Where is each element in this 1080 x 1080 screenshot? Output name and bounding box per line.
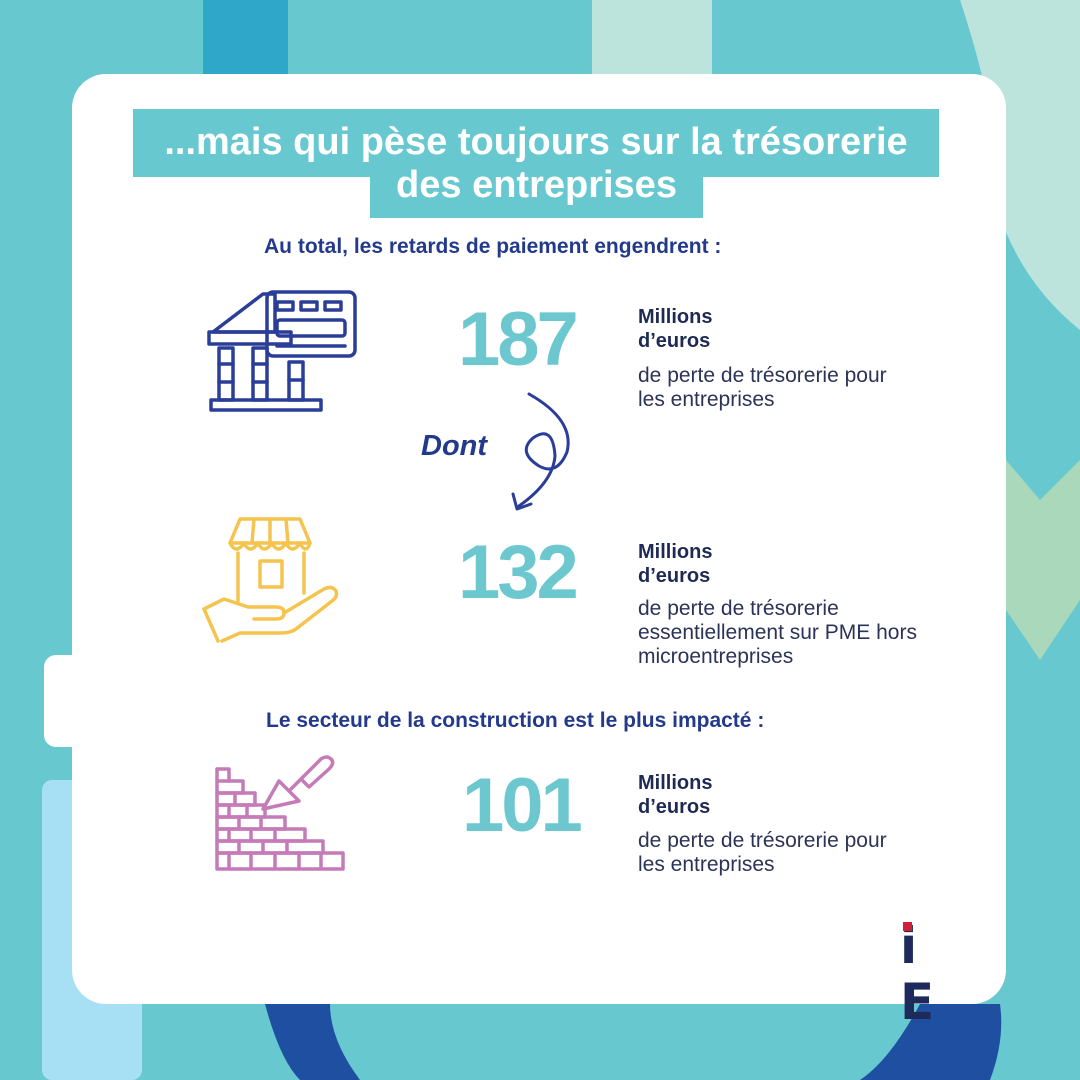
stat-desc-1-line2: les entreprises: [638, 388, 775, 411]
stat-desc-3-line1: de perte de trésorerie pour: [638, 829, 887, 852]
curved-arrow-icon: [511, 392, 570, 511]
stat-unit-2-line1: Millions: [638, 541, 713, 563]
stat-unit-3-line2: d’euros: [638, 796, 711, 818]
ie-logo: iE: [900, 917, 950, 1030]
logo-letter-i: i: [900, 917, 918, 975]
stat-desc-2-line2: essentiellement sur PME hors: [638, 621, 917, 644]
stat-value-2: 132: [458, 530, 579, 615]
stat-desc-3-line2: les entreprises: [638, 853, 775, 876]
subtitle-sector: Le secteur de la construction est le plu…: [266, 709, 765, 732]
logo-dot: [903, 922, 912, 931]
shop-in-hand-icon: [202, 517, 339, 643]
stat-unit-1-line2: d’euros: [638, 330, 711, 352]
stat-unit-3-line1: Millions: [638, 772, 713, 794]
stat-desc-1-line1: de perte de trésorerie pour: [638, 364, 887, 387]
stat-value-3: 101: [462, 763, 583, 848]
stat-desc-2-line3: microentreprises: [638, 645, 794, 668]
page-title-line-2: des entreprises: [370, 162, 703, 218]
stat-unit-2-line2: d’euros: [638, 565, 711, 587]
logo-letter-e: E: [900, 973, 935, 1031]
content-card: [72, 74, 1006, 1004]
brick-wall-trowel-icon: [215, 755, 345, 871]
stat-unit-1-line1: Millions: [638, 306, 713, 328]
connector-label: Dont: [421, 430, 488, 462]
stat-value-1: 187: [458, 297, 579, 382]
bank-card-icon: [207, 290, 357, 412]
subtitle-total: Au total, les retards de paiement engend…: [264, 235, 722, 258]
stat-desc-2-line1: de perte de trésorerie: [638, 597, 839, 620]
